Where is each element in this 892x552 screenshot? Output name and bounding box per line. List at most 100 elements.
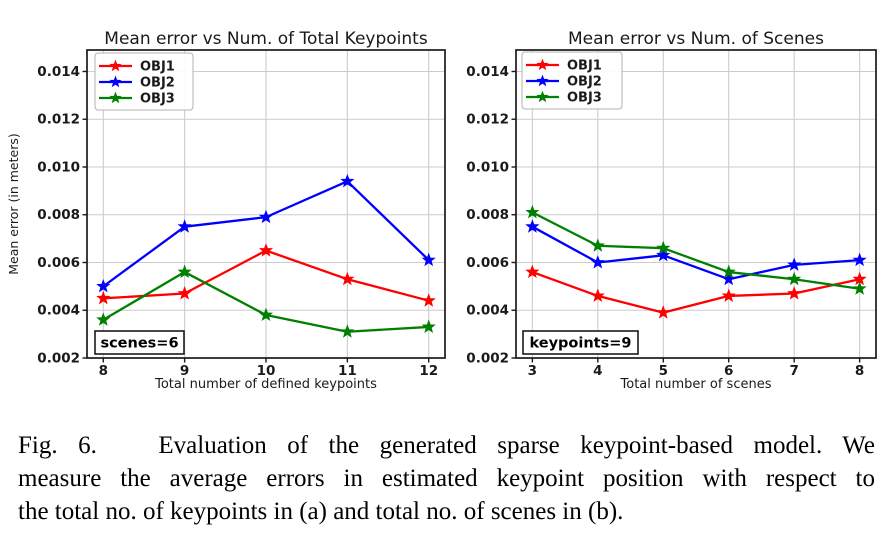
data-point-marker (177, 264, 192, 279)
caption-line-2: measure the average errors in estimated … (18, 465, 875, 492)
legend-star-marker (109, 59, 122, 72)
legend-star-marker (536, 90, 549, 103)
legend-item-obj2: OBJ2 (526, 75, 602, 90)
y-tick-label: 0.006 (466, 255, 509, 271)
legend-label: OBJ1 (140, 60, 175, 75)
series-line (531, 270, 860, 314)
series-obj3 (525, 204, 867, 295)
data-point-marker (421, 293, 436, 307)
legend-box (521, 51, 623, 110)
x-tick-label: 4 (593, 363, 602, 379)
annotation-label: scenes=6 (100, 336, 178, 352)
chart-title: Mean error vs Num. of Total Keypoints (104, 29, 428, 49)
annotation-box (522, 330, 639, 355)
series-obj2 (96, 173, 436, 293)
x-tick-label: 8 (855, 363, 864, 379)
data-point-marker (590, 255, 605, 269)
caption-line-1: Fig. 6. Evaluation of the generated spar… (18, 432, 875, 459)
x-tick-label: 3 (528, 363, 537, 379)
charts-row: 8 9 10 11 12 0.002 0.004 0.006 0.008 0.010 0.012 0.… (6, 29, 877, 392)
y-tick-label: 0.008 (37, 207, 80, 223)
data-point-marker (340, 324, 355, 338)
data-point-marker (96, 278, 111, 293)
series-line (531, 211, 860, 290)
chart-title: Mean error vs Num. of Scenes (568, 29, 824, 49)
annotation-label: keypoints=9 (530, 336, 632, 352)
y-tick-label: 0.006 (37, 255, 80, 271)
legend-star-marker (536, 58, 549, 71)
data-point-marker (258, 243, 274, 257)
data-point-marker (787, 286, 802, 300)
y-tick-label: 0.002 (466, 351, 509, 367)
legend-item-obj1: OBJ1 (99, 60, 175, 75)
data-point-marker (96, 312, 111, 326)
y-tick-label: 0.004 (37, 303, 80, 319)
legend-item-obj3: OBJ3 (526, 91, 602, 106)
data-point-marker (177, 286, 192, 300)
data-point-marker (787, 271, 802, 286)
data-point-marker (721, 264, 736, 279)
x-axis-label: Total number of scenes (620, 377, 772, 392)
legend-star-marker (109, 91, 122, 104)
data-point-marker (721, 271, 736, 286)
data-point-marker (340, 271, 355, 286)
y-tick-label: 0.010 (37, 159, 80, 175)
data-point-marker (525, 264, 540, 279)
x-tick-label: 8 (99, 363, 108, 379)
data-point-marker (721, 288, 736, 302)
legend-label: OBJ2 (140, 76, 175, 91)
data-point-marker (177, 219, 192, 233)
data-point-marker (656, 305, 671, 319)
y-tick-label: 0.014 (466, 64, 509, 80)
data-point-marker (656, 247, 671, 262)
x-tick-label: 10 (257, 363, 276, 379)
legend-star-marker (536, 74, 549, 87)
data-point-marker (656, 240, 671, 255)
legend-label: OBJ1 (567, 59, 602, 74)
data-point-marker (258, 209, 274, 224)
data-point-marker (787, 257, 802, 271)
chart-mean-error-vs-scenes: 3 4 5 6 7 8 0.002 0.004 0.006 0.008 0.010 0.012 0.01… (466, 29, 877, 392)
series-obj1 (525, 264, 867, 319)
legend-star-marker (109, 75, 122, 88)
data-point-marker (852, 252, 867, 267)
legend-label: OBJ2 (567, 75, 602, 90)
x-tick-label: 5 (659, 363, 668, 379)
plot-frame (515, 49, 877, 359)
x-tick-label: 12 (419, 363, 438, 379)
x-tick-label: 11 (338, 363, 357, 379)
legend-label: OBJ3 (567, 91, 602, 106)
y-tick-label: 0.012 (37, 112, 80, 128)
figure-caption: Fig. 6. Evaluation of the generated spar… (18, 429, 875, 528)
legend-item-obj2: OBJ2 (99, 76, 175, 91)
series-obj3 (96, 264, 436, 338)
y-tick-label: 0.010 (466, 159, 509, 175)
y-axis-label: Mean error (in meters) (6, 133, 21, 275)
data-point-marker (340, 173, 355, 188)
y-tick-label: 0.002 (37, 351, 80, 367)
data-point-marker (590, 238, 605, 252)
data-point-marker (525, 204, 540, 219)
data-point-marker (525, 219, 540, 233)
series-obj1 (96, 243, 436, 307)
x-tick-label: 9 (180, 363, 189, 379)
data-point-marker (421, 252, 436, 267)
chart-mean-error-vs-keypoints: 8 9 10 11 12 0.002 0.004 0.006 0.008 0.010 0.012 0.… (6, 29, 446, 392)
data-point-marker (590, 288, 605, 302)
legend-item-obj3: OBJ3 (99, 92, 175, 107)
annotation: keypoints=9 (522, 330, 639, 355)
x-tick-label: 7 (789, 363, 798, 379)
data-point-marker (421, 319, 436, 333)
caption-line-3: the total no. of keypoints in (a) and to… (18, 498, 624, 525)
data-point-marker (96, 290, 111, 305)
x-tick-label: 6 (724, 363, 733, 379)
y-tick-label: 0.012 (466, 112, 509, 128)
y-tick-label: 0.004 (466, 303, 509, 319)
data-point-marker (258, 307, 274, 322)
y-tick-label: 0.014 (37, 64, 80, 80)
plot-frame (86, 49, 446, 359)
legend-box (94, 52, 194, 111)
